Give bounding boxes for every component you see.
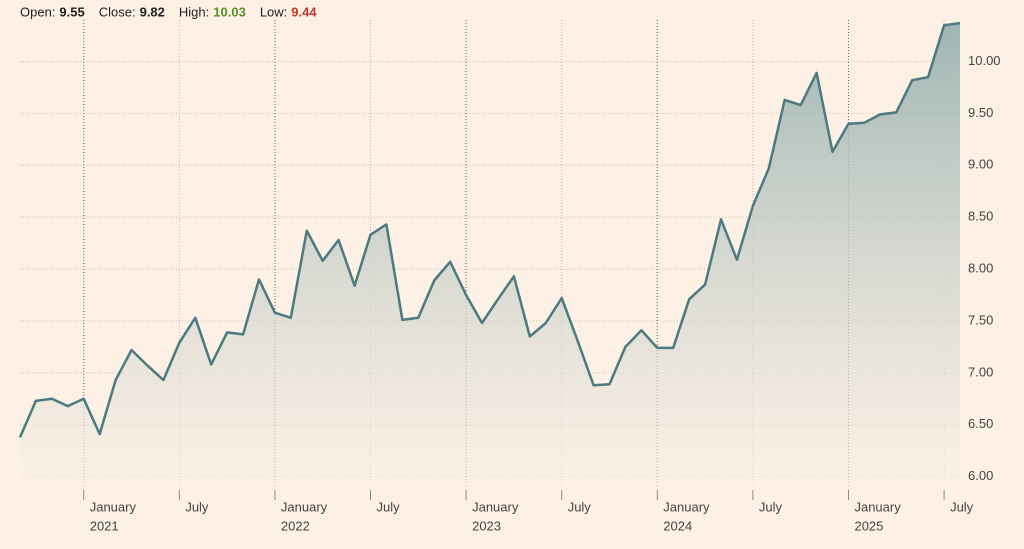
y-tick-label: 7.50 [968,312,993,327]
y-tick-label: 8.50 [968,209,993,224]
y-tick-label: 9.00 [968,157,993,172]
x-tick-label: July [568,499,592,514]
header-value: 9.44 [291,4,317,19]
x-tick-label: January [90,499,137,514]
header-value: 9.82 [140,4,165,19]
x-year-label: 2025 [854,518,883,533]
header-value: 9.55 [59,4,84,19]
x-year-label: 2024 [663,518,692,533]
x-tick-label: January [281,499,328,514]
line [18,21,961,438]
x-tick-label: January [854,499,901,514]
y-tick-label: 6.50 [968,416,993,431]
x-tick-label: July [950,499,974,514]
y-tick-label: 8.00 [968,261,993,276]
x-tick-label: July [185,499,209,514]
header-label: High: [179,4,209,19]
y-tick-label: 6.00 [968,468,993,483]
header-value: 10.03 [213,4,246,19]
header-label: Open: [20,4,55,19]
x-tick-label: July [377,499,401,514]
area [20,23,960,487]
y-tick-label: 9.50 [968,105,993,120]
x-year-label: 2023 [472,518,501,533]
x-tick-label: January [472,499,519,514]
y-tick-label: 7.00 [968,364,993,379]
x-tick-label: July [759,499,783,514]
x-tick-label: January [663,499,710,514]
x-year-label: 2022 [281,518,310,533]
y-tick-label: 10.00 [968,53,1001,68]
header-label: Low: [260,4,287,19]
header-label: Close: [99,4,136,19]
x-year-label: 2021 [90,518,119,533]
